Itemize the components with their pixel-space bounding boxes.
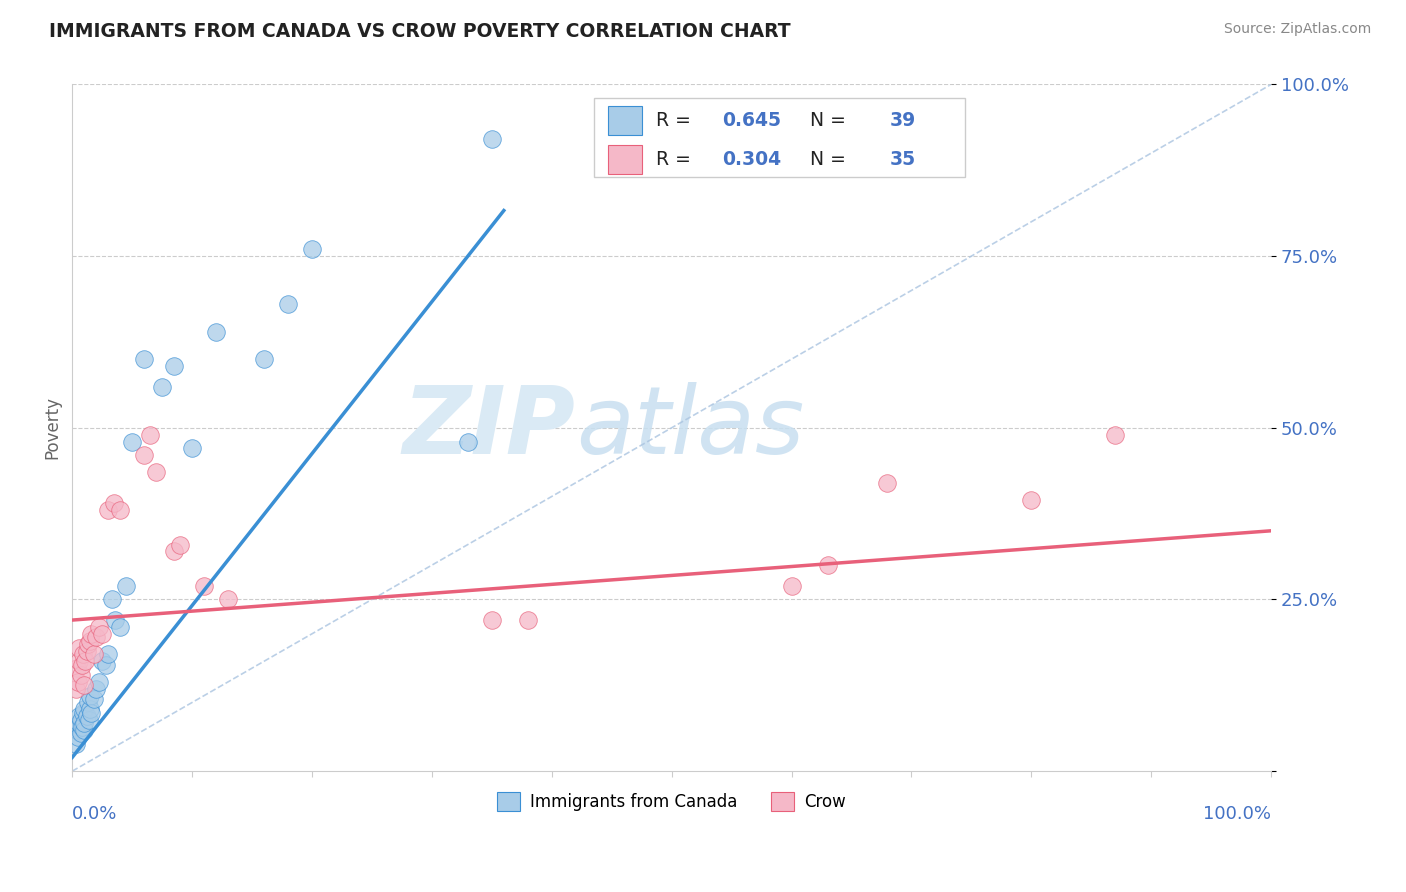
Point [115, 579, 138, 593]
Point [67, 640, 90, 655]
Text: R =: R = [657, 150, 697, 169]
Point [163, 359, 186, 373]
Point [84, 630, 107, 644]
Point [108, 620, 131, 634]
Point [253, 352, 276, 367]
Text: 0.0%: 0.0% [72, 805, 118, 823]
FancyBboxPatch shape [609, 106, 641, 135]
Text: IMMIGRANTS FROM CANADA VS CROW POVERTY CORRELATION CHART: IMMIGRANTS FROM CANADA VS CROW POVERTY C… [49, 22, 790, 41]
Point [67, 716, 90, 731]
Point [76, 696, 98, 710]
Point [75, 654, 97, 668]
Point [76, 644, 98, 658]
Point [94, 657, 117, 672]
Point [80, 706, 103, 720]
Point [101, 592, 124, 607]
Text: atlas: atlas [575, 383, 804, 474]
Point [181, 442, 204, 456]
Point [66, 661, 89, 675]
Point [70, 657, 93, 672]
Point [277, 297, 299, 311]
Point [67, 730, 90, 744]
Legend: Immigrants from Canada, Crow: Immigrants from Canada, Crow [491, 785, 853, 818]
Point [169, 537, 191, 551]
Point [76, 709, 98, 723]
Point [121, 434, 143, 449]
Point [91, 654, 114, 668]
Point [72, 648, 94, 662]
Point [83, 648, 105, 662]
Point [1104, 427, 1126, 442]
Point [84, 681, 107, 696]
Point [139, 427, 162, 442]
Point [876, 475, 898, 490]
Point [76, 637, 98, 651]
Point [69, 668, 91, 682]
FancyBboxPatch shape [593, 98, 966, 178]
Point [70, 719, 93, 733]
Point [104, 613, 127, 627]
Point [301, 242, 323, 256]
Text: 39: 39 [890, 111, 917, 129]
Point [97, 503, 120, 517]
Point [91, 627, 114, 641]
Point [481, 613, 503, 627]
Text: N =: N = [797, 150, 852, 169]
Point [481, 132, 503, 146]
Text: 100.0%: 100.0% [1204, 805, 1271, 823]
Point [97, 648, 120, 662]
Y-axis label: Poverty: Poverty [44, 396, 60, 459]
Point [69, 726, 91, 740]
Point [87, 674, 110, 689]
Point [516, 613, 538, 627]
Point [79, 702, 101, 716]
Point [79, 689, 101, 703]
Point [65, 681, 87, 696]
Point [73, 702, 96, 716]
Point [73, 723, 96, 737]
Text: 0.645: 0.645 [723, 111, 780, 129]
Text: ZIP: ZIP [404, 382, 575, 474]
Point [217, 592, 239, 607]
Text: Source: ZipAtlas.com: Source: ZipAtlas.com [1223, 22, 1371, 37]
FancyBboxPatch shape [609, 145, 641, 174]
Point [134, 352, 156, 367]
Point [205, 325, 228, 339]
Point [73, 678, 96, 692]
Point [134, 448, 156, 462]
Point [73, 716, 96, 731]
Point [1021, 492, 1043, 507]
Point [817, 558, 839, 573]
Text: N =: N = [797, 111, 852, 129]
Point [80, 627, 103, 641]
Point [79, 633, 101, 648]
Point [457, 434, 479, 449]
Point [83, 692, 105, 706]
Point [108, 503, 131, 517]
Point [72, 706, 94, 720]
Point [150, 379, 173, 393]
Point [193, 579, 215, 593]
Point [103, 496, 125, 510]
Point [87, 620, 110, 634]
Point [145, 466, 167, 480]
Point [67, 674, 90, 689]
Point [77, 713, 100, 727]
Text: R =: R = [657, 111, 697, 129]
Point [780, 579, 803, 593]
Point [67, 654, 90, 668]
Text: 0.304: 0.304 [723, 150, 782, 169]
Point [69, 713, 91, 727]
Text: 35: 35 [890, 150, 915, 169]
Point [67, 709, 90, 723]
Point [163, 544, 186, 558]
Point [65, 737, 87, 751]
Point [66, 723, 89, 737]
